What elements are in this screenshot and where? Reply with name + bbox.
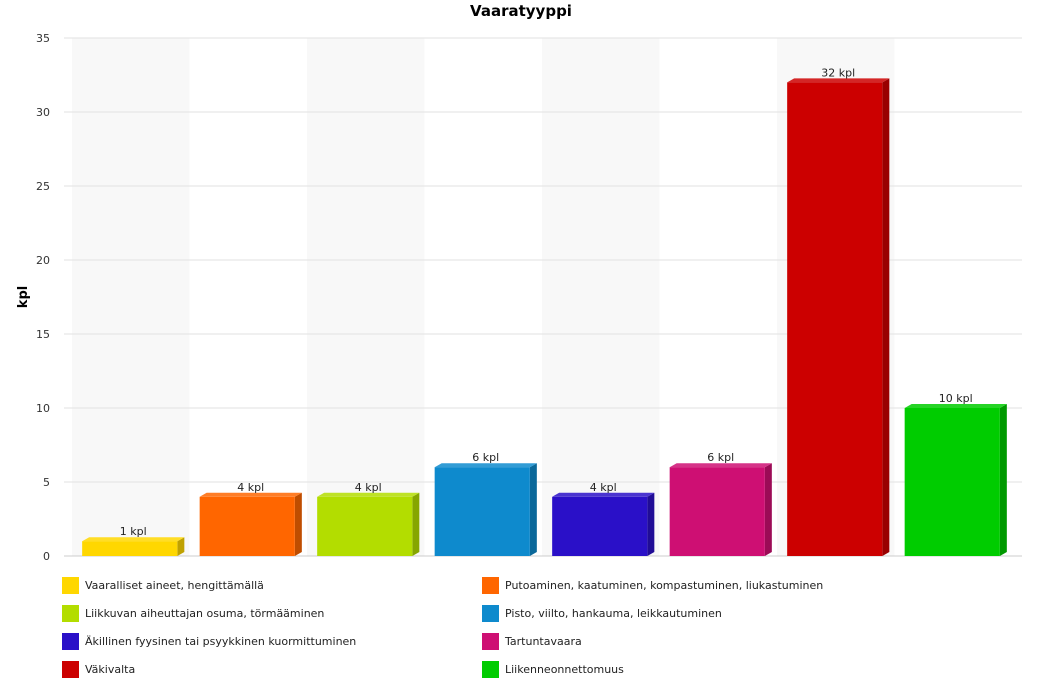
bar-top [787, 78, 890, 83]
y-tick-label: 5 [43, 476, 50, 489]
y-tick-label: 15 [36, 328, 50, 341]
bar-top [669, 463, 772, 468]
bar-front [82, 541, 178, 556]
bar [82, 537, 185, 556]
legend-item[interactable]: Pisto, viilto, hankauma, leikkautuminen [482, 604, 722, 622]
bar [317, 492, 420, 556]
chart-title: Vaaratyyppi [470, 2, 572, 20]
y-tick-label: 0 [43, 550, 50, 563]
legend-label: Liikenneonnettomuus [505, 662, 624, 676]
bar-side [294, 492, 302, 556]
data-label: 4 kpl [590, 481, 617, 494]
bar-front [434, 467, 530, 556]
bar-front [552, 496, 648, 556]
bar-top [317, 492, 420, 497]
bar-front [669, 467, 765, 556]
background-band [307, 38, 425, 556]
data-label: 4 kpl [237, 481, 264, 494]
legend-label: Äkillinen fyysinen tai psyykkinen kuormi… [85, 634, 357, 648]
bar-front [199, 496, 295, 556]
data-label: 10 kpl [939, 392, 973, 405]
bar-front [904, 408, 1000, 556]
y-axis-ticks: 0 5 10 15 20 25 30 35 [36, 32, 50, 563]
y-tick-label: 35 [36, 32, 50, 45]
bar [904, 404, 1007, 556]
legend-label: Vaaralliset aineet, hengittämällä [85, 578, 264, 592]
legend-label: Pisto, viilto, hankauma, leikkautuminen [505, 606, 722, 620]
bar-side [764, 463, 772, 556]
bar [434, 463, 537, 556]
bar-side [882, 78, 890, 557]
legend-swatch [62, 660, 79, 678]
legend-item[interactable]: Vaaralliset aineet, hengittämällä [62, 576, 264, 594]
legend-swatch [62, 632, 79, 650]
bar [199, 492, 302, 556]
legend-swatch [62, 576, 79, 594]
bar-side [647, 492, 655, 556]
legend-item[interactable]: Väkivalta [62, 660, 135, 678]
bar [787, 78, 890, 557]
bar-side [999, 404, 1007, 556]
bar-front [317, 496, 413, 556]
bar-side [177, 537, 185, 556]
bar-top [434, 463, 537, 468]
bar [552, 492, 655, 556]
legend-swatch [482, 576, 499, 594]
y-tick-label: 10 [36, 402, 50, 415]
data-label: 4 kpl [355, 481, 382, 494]
legend-item[interactable]: Tartuntavaara [482, 632, 582, 650]
legend-label: Väkivalta [85, 662, 136, 676]
bar-side [529, 463, 537, 556]
data-label: 1 kpl [120, 525, 147, 538]
data-label: 32 kpl [821, 66, 855, 79]
legend-label: Liikkuvan aiheuttajan osuma, törmääminen [85, 606, 325, 620]
y-tick-label: 20 [36, 254, 50, 267]
data-label: 6 kpl [472, 451, 499, 464]
bar [669, 463, 772, 556]
legend-swatch [482, 660, 499, 678]
bars [82, 78, 1007, 557]
background-band [542, 38, 660, 556]
data-labels: 1 kpl 4 kpl 4 kpl 6 kpl 4 kpl 6 kpl 32 kpl 10 k… [120, 66, 973, 538]
legend-label: Tartuntavaara [505, 634, 582, 648]
background-band [72, 38, 190, 556]
legend: Vaaralliset aineet, hengittämällä Putoami… [62, 576, 1022, 696]
y-tick-label: 30 [36, 106, 50, 119]
bar-top [552, 492, 655, 497]
legend-swatch [482, 632, 499, 650]
legend-item[interactable]: Liikenneonnettomuus [482, 660, 624, 678]
bar-top [199, 492, 302, 497]
bar-side [412, 492, 420, 556]
y-axis-label: kpl [16, 286, 31, 308]
bar-top [82, 537, 185, 542]
legend-swatch [482, 604, 499, 622]
y-tick-label: 25 [36, 180, 50, 193]
bar-top [904, 404, 1007, 408]
legend-label: Putoaminen, kaatuminen, kompastuminen, l… [505, 578, 824, 592]
legend-item[interactable]: Putoaminen, kaatuminen, kompastuminen, l… [482, 576, 823, 594]
legend-swatch [62, 604, 79, 622]
legend-item[interactable]: Liikkuvan aiheuttajan osuma, törmääminen [62, 604, 324, 622]
data-label: 6 kpl [707, 451, 734, 464]
legend-item[interactable]: Äkillinen fyysinen tai psyykkinen kuormi… [62, 632, 356, 650]
bar-front [787, 82, 883, 557]
